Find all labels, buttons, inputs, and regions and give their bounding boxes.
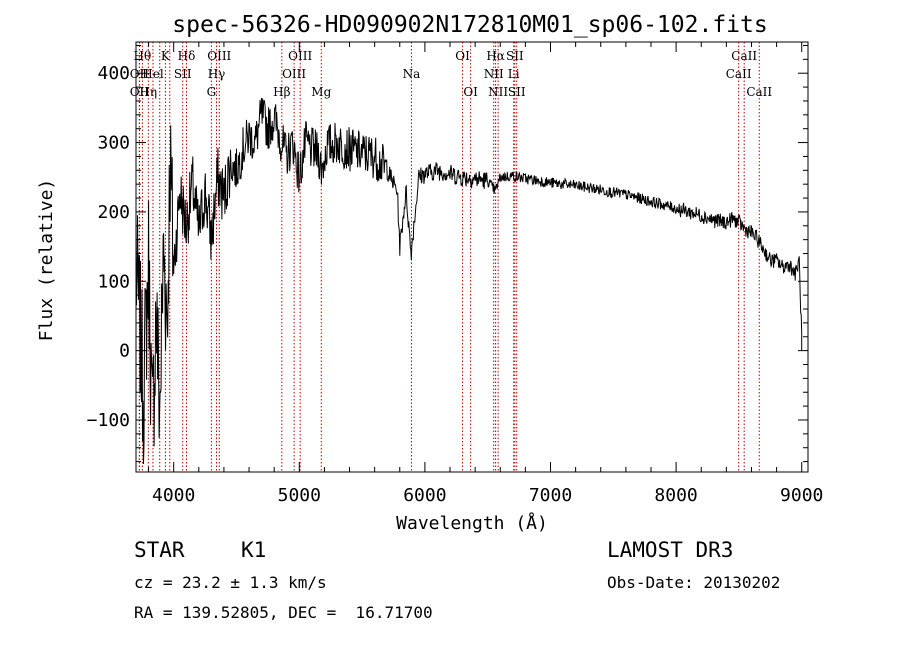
line-marker-label: Li [508, 67, 520, 81]
x-tick-label: 5000 [278, 485, 321, 506]
line-marker-label: CaII [746, 85, 772, 99]
plot-frame [135, 41, 809, 473]
y-tick-label: 100 [97, 271, 130, 292]
chart-title: spec-56326-HD090902N172810M01_sp06-102.f… [172, 12, 767, 38]
line-marker-label: Hβ [273, 85, 290, 99]
line-marker-label: Hel [142, 67, 164, 81]
coordinates-text: RA = 139.52805, DEC = 16.71700 [134, 603, 433, 622]
spectrum-chart: spec-56326-HD090902N172810M01_sp06-102.f… [36, 12, 823, 534]
x-axis-label: Wavelength (Å) [396, 512, 548, 534]
x-tick-label: 7000 [529, 485, 572, 506]
line-marker-label: Hη [139, 85, 157, 99]
line-marker-label: OII [130, 67, 150, 81]
x-tick-label: 8000 [654, 485, 697, 506]
y-tick-label: 0 [119, 341, 130, 362]
line-marker-label: OI [463, 85, 478, 99]
y-tick-label: 300 [97, 133, 130, 154]
line-marker-label: OIII [288, 49, 312, 63]
subclass: K1 [241, 538, 267, 562]
y-axis-label: Flux (relative) [36, 179, 57, 342]
spectrum-line [135, 97, 803, 464]
y-tick-label: 200 [97, 202, 130, 223]
line-marker-label: SII [508, 85, 526, 99]
line-marker-label: OIII [207, 49, 231, 63]
y-tick-label: −100 [87, 410, 130, 431]
line-marker-label: NII [488, 85, 508, 99]
x-axis: 4000 5000 6000 7000 8000 9000 [148, 42, 823, 506]
obs-date: Obs-Date: 20130202 [607, 573, 781, 592]
x-tick-label: 6000 [403, 485, 446, 506]
line-marker-label: OII [130, 85, 150, 99]
line-marker-label: SII [174, 67, 192, 81]
x-tick-label: 4000 [152, 485, 195, 506]
line-marker-label: Hγ [208, 67, 226, 81]
x-tick-label: 9000 [780, 485, 823, 506]
redshift-text: cz = 23.2 ± 1.3 km/s [134, 573, 327, 592]
line-marker-label: OI [455, 49, 470, 63]
line-marker-label: G [207, 85, 217, 99]
object-class: STAR [134, 538, 185, 562]
line-marker-label: Hα [486, 49, 505, 63]
line-marker-label: SII [506, 49, 524, 63]
survey-label: LAMOST DR3 [607, 538, 734, 562]
y-axis: −100 0 100 200 300 400 [87, 44, 808, 463]
line-marker-label: Hδ [178, 49, 196, 63]
line-marker-label: Mg [311, 85, 331, 99]
line-marker-label: Na [403, 67, 421, 81]
line-markers [138, 42, 760, 472]
line-marker-label: NII [484, 67, 504, 81]
line-marker-label: CaII [726, 67, 752, 81]
line-marker-label: K [161, 49, 171, 63]
line-marker-label: OIII [282, 67, 306, 81]
y-tick-label: 400 [97, 63, 130, 84]
line-marker-label: CaII [731, 49, 757, 63]
